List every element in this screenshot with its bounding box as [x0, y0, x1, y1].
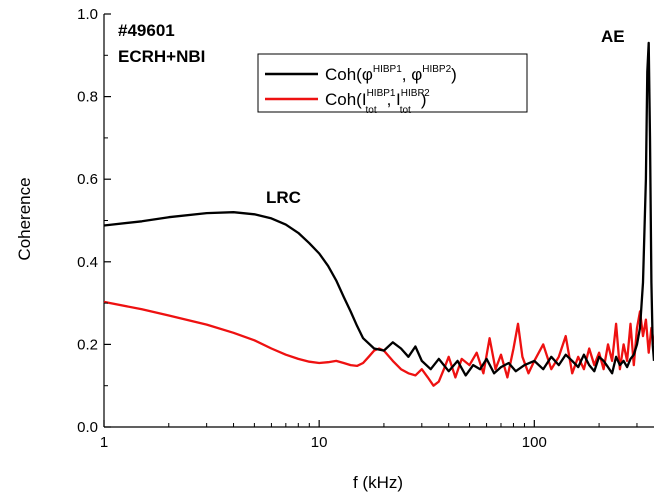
legend: Coh(φHIBP1, φHIBP2) Coh(IHIBP1 tot, IHIBP… [257, 53, 528, 116]
series-line-phi-coherence [103, 41, 654, 377]
ae-annotation: AE [601, 27, 625, 46]
y-tick-label: 0.8 [77, 89, 98, 106]
y-axis-title: Coherence [15, 177, 34, 260]
y-tick-label: 1.0 [77, 6, 98, 23]
y-tick-label: 0.0 [77, 419, 98, 436]
y-tick-label: 0.6 [77, 171, 98, 188]
y-tick-label: 0.4 [77, 254, 98, 271]
legend-box [257, 53, 528, 113]
heating-annotation: ECRH+NBI [118, 47, 205, 66]
series-line-itot-coherence [103, 300, 654, 387]
x-tick-label: 10 [311, 434, 328, 451]
legend-label-itot: Coh(IHIBP1 tot, IHIBP2 tot) [325, 88, 430, 116]
series-layer [103, 41, 654, 387]
ticks-layer: 0.0 0.2 0.4 0.6 0.8 1.0 1 10 100 [77, 6, 638, 451]
x-tick-label: 100 [522, 434, 547, 451]
x-axis-title: f (kHz) [353, 473, 403, 492]
legend-label-phi: Coh(φHIBP1, φHIBP2) [325, 64, 457, 84]
y-tick-label: 0.2 [77, 336, 98, 353]
lrc-annotation: LRC [266, 188, 301, 207]
x-tick-label: 1 [100, 434, 108, 451]
shot-number-annotation: #49601 [118, 21, 175, 40]
